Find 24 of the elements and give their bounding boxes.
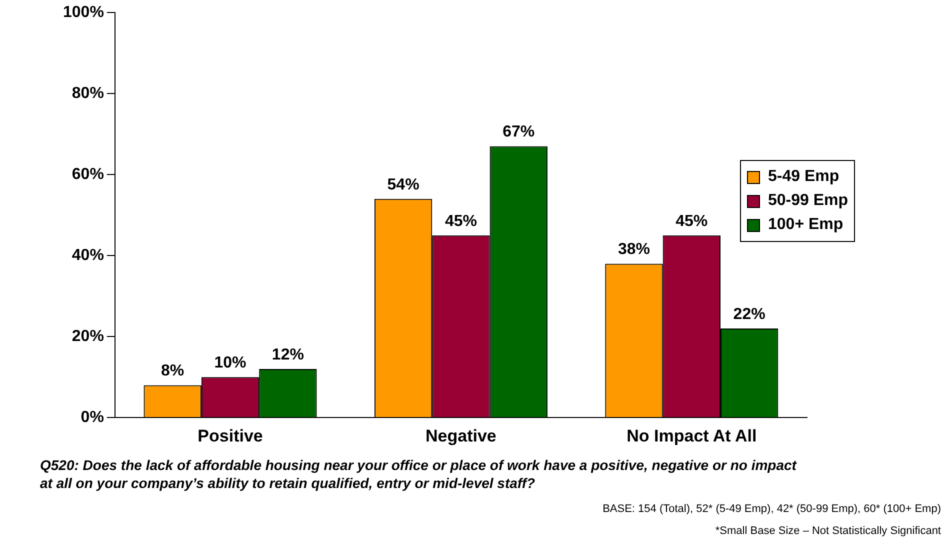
x-tick-label: Positive [198, 426, 263, 446]
x-tick-label: No Impact At All [626, 426, 757, 446]
text: BASE: 154 (Total), 52* (5-49 Emp), 42* (50-99 Emp), 60* (100+ Emp) [602, 503, 941, 515]
data-label: 67% [502, 124, 535, 141]
data-label: 45% [444, 212, 477, 230]
text: *Small Base Size – Not Statistically Significant [715, 525, 941, 537]
y-tick-label: 40% [72, 247, 104, 264]
y-tick-label: 0% [80, 409, 104, 426]
data-label: 12% [272, 346, 304, 364]
data-label: 10% [214, 354, 246, 372]
legend-label: 5-49 Emp [767, 167, 840, 187]
data-label: 54% [387, 176, 420, 194]
x-tick-label: Negative [426, 426, 496, 446]
data-label: 22% [733, 306, 766, 323]
legend-label: 50-99 Emp [767, 191, 848, 211]
text: Q520: Does the lack of affordable housing near your office or place of work have a positive, negative or no impact at all on your company’s ability to retain qualified, entry or mid-level staff? [40, 456, 798, 492]
y-tick-label: 100% [63, 4, 104, 22]
legend-label: 100+ Emp [767, 215, 844, 235]
data-label: 8% [161, 362, 184, 380]
data-label: 45% [676, 212, 708, 230]
y-tick-label: 60% [72, 166, 104, 184]
y-tick-label: 20% [72, 328, 104, 346]
data-label: 38% [618, 241, 650, 258]
y-tick-label: 80% [72, 85, 104, 102]
